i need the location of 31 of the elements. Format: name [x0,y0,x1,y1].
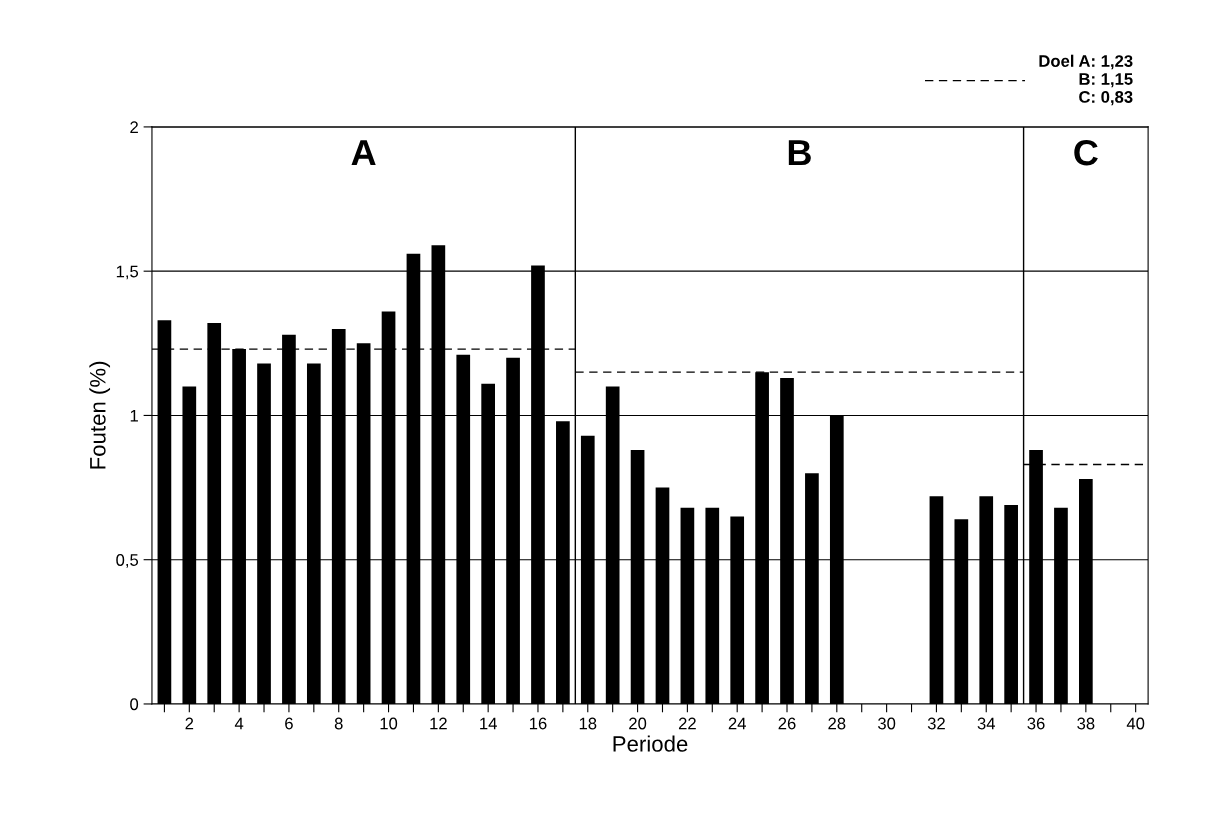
x-tick-label: 36 [1027,717,1045,730]
x-tick-label: 18 [579,717,597,730]
x-tick-label: 10 [380,717,398,730]
x-tick-label: 4 [234,717,244,730]
text: Doel A: 1,23 B: 1,15 C: 0,83 [1039,54,1133,106]
x-tick-label: 32 [927,717,945,730]
x-tick-label: 8 [334,717,343,730]
x-tick-label: 2 [185,717,194,730]
x-tick-label: 26 [778,717,796,730]
y-tick-label: 1 [130,410,138,422]
x-tick-label: 38 [1077,717,1095,730]
y-tick-label: 0 [130,698,139,711]
y-tick-label: 1,5 [116,265,139,280]
x-tick-label: 34 [977,717,996,730]
y-axis-title: Fouten (%) [89,361,111,469]
x-tick-label: 30 [877,717,896,730]
x-tick-label: 16 [529,717,547,730]
x-tick-label: 12 [430,717,447,730]
x-axis-title: Periode [613,735,688,752]
x-tick-label: 28 [828,717,846,730]
annotation: C [1074,139,1098,166]
y-tick-label: 0,5 [116,554,139,568]
annotation: A [351,140,376,166]
x-tick-label: 24 [728,717,746,730]
x-tick-label: 6 [285,717,293,730]
x-tick-label: 14 [480,717,497,730]
x-tick-label: 40 [1126,717,1145,730]
annotation: B [788,140,811,166]
y-tick-label: 2 [130,121,138,133]
x-tick-label: 20 [629,717,647,730]
x-tick-label: 22 [678,717,696,730]
